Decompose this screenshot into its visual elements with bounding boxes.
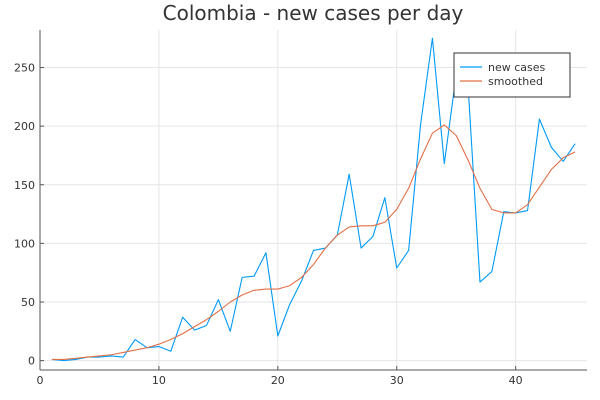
y-tick-label: 50 xyxy=(21,296,35,309)
series-line-new-cases xyxy=(51,37,576,362)
chart-title: Colombia - new cases per day xyxy=(163,1,464,25)
legend: new cases smoothed xyxy=(453,52,571,98)
series-lines xyxy=(51,37,576,362)
y-tick-label: 100 xyxy=(14,237,35,250)
axes xyxy=(39,30,587,371)
y-tick-label: 150 xyxy=(14,179,35,192)
series-line-smoothed xyxy=(51,124,576,361)
y-tick-label: 200 xyxy=(14,120,35,133)
x-tick-label: 0 xyxy=(37,374,44,387)
x-tick-label: 20 xyxy=(271,374,285,387)
legend-label-smoothed: smoothed xyxy=(488,75,543,88)
tick-labels: 0 50 100 150 200 250 0 10 20 30 40 xyxy=(14,62,523,387)
x-tick-label: 30 xyxy=(390,374,404,387)
y-tick-label: 250 xyxy=(14,62,35,75)
x-tick-label: 10 xyxy=(152,374,166,387)
legend-box xyxy=(453,52,571,98)
y-tick-label: 0 xyxy=(28,355,35,368)
legend-label-new-cases: new cases xyxy=(488,61,546,74)
x-tick-label: 40 xyxy=(509,374,523,387)
